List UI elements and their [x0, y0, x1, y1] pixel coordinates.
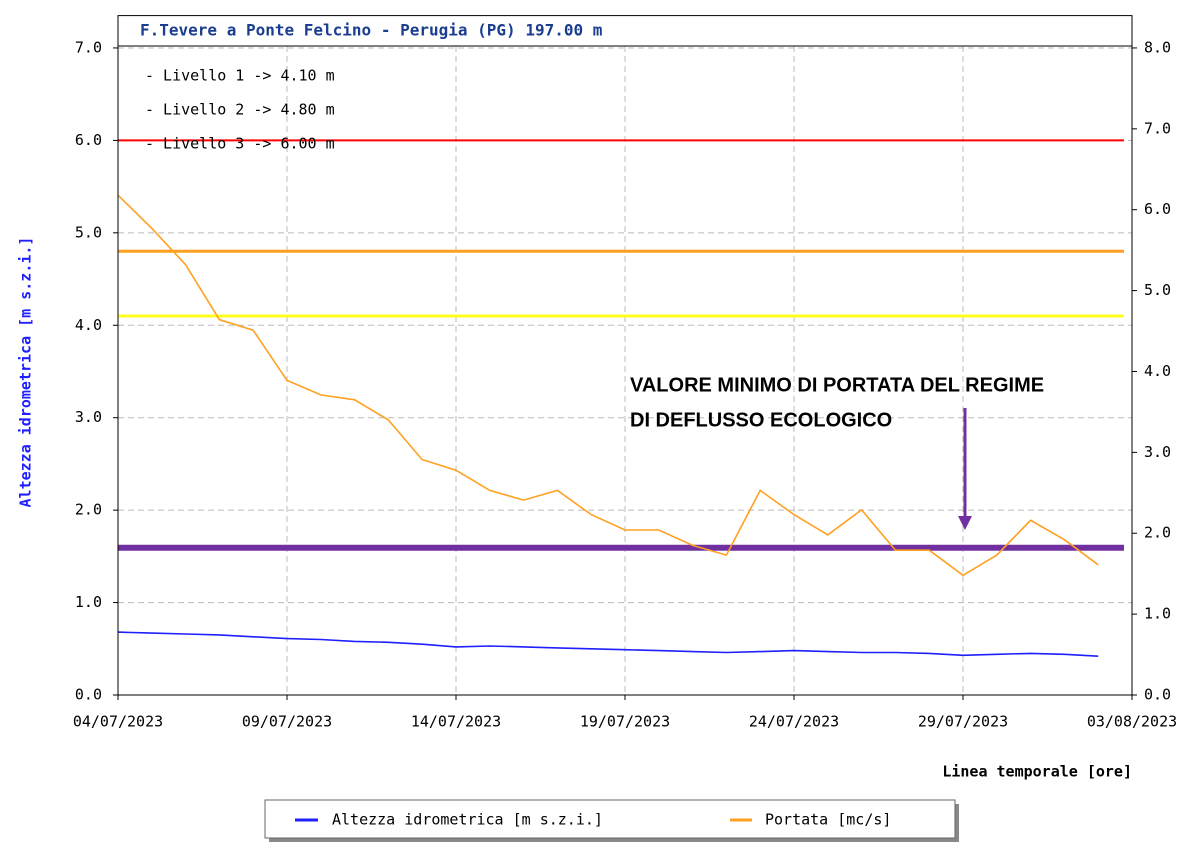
- y2-tick-label: 1.0: [1144, 605, 1171, 623]
- y2-tick-label: 7.0: [1144, 119, 1171, 137]
- y-tick-label: 4.0: [75, 316, 102, 334]
- y-tick-label: 7.0: [75, 38, 102, 56]
- y2-tick-label: 0.0: [1144, 686, 1171, 704]
- annotation: DI DEFLUSSO ECOLOGICO: [630, 409, 892, 431]
- x-tick-label: 24/07/2023: [749, 713, 839, 731]
- x-tick-label: 19/07/2023: [580, 713, 670, 731]
- y2-tick-label: 4.0: [1144, 362, 1171, 380]
- x-tick-label: 29/07/2023: [918, 713, 1008, 731]
- legend-label: Altezza idrometrica [m s.z.i.]: [332, 811, 603, 829]
- y2-tick-label: 3.0: [1144, 443, 1171, 461]
- y-tick-label: 6.0: [75, 131, 102, 149]
- y2-tick-label: 6.0: [1144, 200, 1171, 218]
- level-label: - Livello 2 -> 4.80 m: [145, 101, 335, 119]
- x-tick-label: 09/07/2023: [242, 713, 332, 731]
- x-tick-label: 03/08/2023: [1087, 713, 1177, 731]
- x-tick-label: 04/07/2023: [73, 713, 163, 731]
- y-tick-label: 5.0: [75, 223, 102, 241]
- level-label: - Livello 1 -> 4.10 m: [145, 67, 335, 85]
- level-label: - Livello 3 -> 6.00 m: [145, 135, 335, 153]
- y-tick-label: 3.0: [75, 408, 102, 426]
- y2-tick-label: 2.0: [1144, 524, 1171, 542]
- annotation: VALORE MINIMO DI PORTATA DEL REGIME: [630, 374, 1044, 396]
- legend: [264, 799, 956, 839]
- annotation-arrowhead: [958, 516, 972, 530]
- x-axis-label: Linea temporale [ore]: [942, 763, 1132, 781]
- y-tick-label: 2.0: [75, 501, 102, 519]
- x-tick-label: 14/07/2023: [411, 713, 501, 731]
- y-tick-label: 0.0: [75, 686, 102, 704]
- legend-label: Portata [mc/s]: [765, 811, 891, 829]
- series-line: [117, 631, 1099, 657]
- chart-title: F.Tevere a Ponte Felcino - Perugia (PG) …: [140, 21, 603, 40]
- y-tick-label: 1.0: [75, 593, 102, 611]
- y2-tick-label: 5.0: [1144, 281, 1171, 299]
- series-line: [117, 194, 1099, 577]
- y2-tick-label: 8.0: [1144, 38, 1171, 56]
- y-axis-label: Altezza idrometrica [m s.z.i.]: [17, 237, 35, 508]
